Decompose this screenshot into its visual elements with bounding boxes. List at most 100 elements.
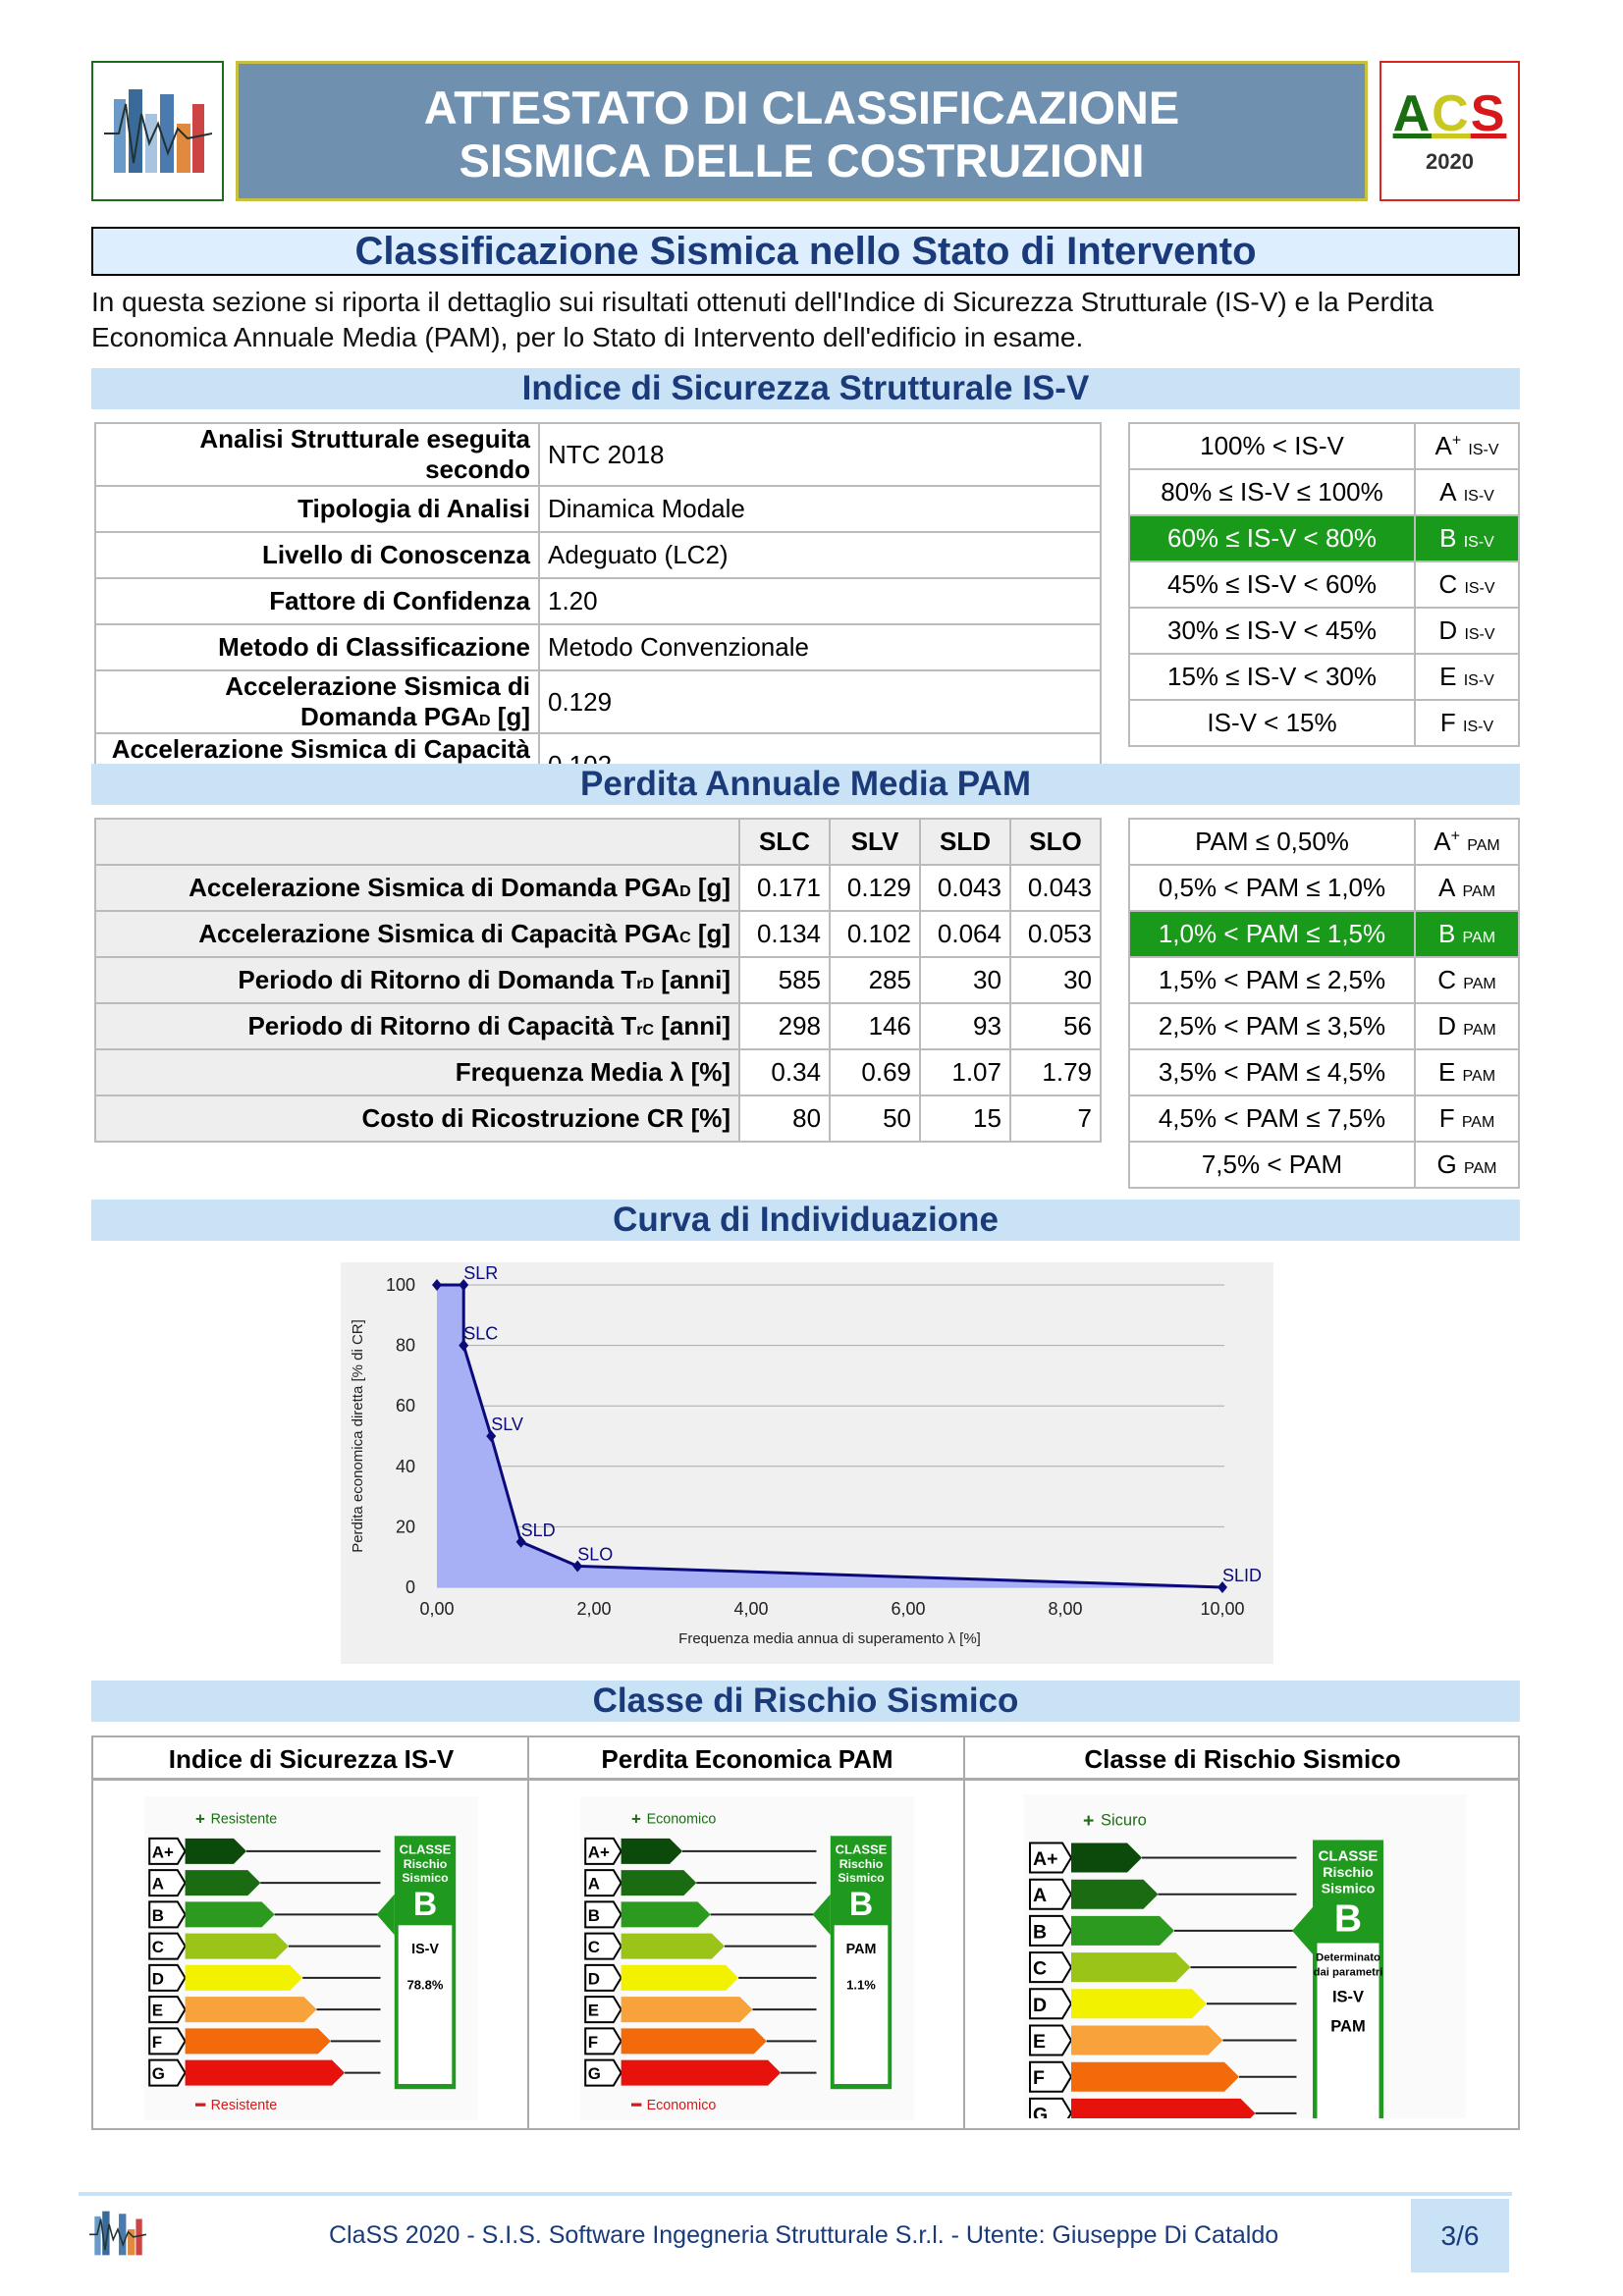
pam-cell: 0.102 <box>829 910 921 958</box>
data-point <box>459 1279 469 1291</box>
grade-bar <box>1071 1989 1207 2019</box>
x-tick-label: 4,00 <box>733 1599 768 1619</box>
plus-icon: + <box>631 1810 641 1829</box>
class-row: 7,5% < PAM G PAM <box>1128 1141 1520 1189</box>
risk-col-pam: Perdita Economica PAM <box>601 1744 893 1774</box>
grade-letter: G <box>1033 2104 1048 2118</box>
class-box-caption: CLASSE <box>836 1842 888 1857</box>
pam-details-table: SLC SLV SLD SLO Accelerazione Sismica di Dom… <box>93 818 1103 1143</box>
class-range: 30% ≤ IS-V < 45% <box>1128 607 1416 655</box>
grade-tag <box>584 1996 622 2024</box>
y-tick-label: 40 <box>396 1457 415 1476</box>
software-logo <box>91 61 224 201</box>
grade-letter: B <box>152 1906 164 1925</box>
isv-row-label: Livello di Conoscenza <box>94 531 540 579</box>
risk-heading: Classe di Rischio Sismico <box>91 1681 1520 1722</box>
pam-row-label: Frequenza Media λ [%] <box>93 1048 741 1096</box>
pam-cell: 0.043 <box>1008 864 1103 912</box>
class-range: 80% ≤ IS-V ≤ 100% <box>1128 468 1416 516</box>
class-grade: G PAM <box>1414 1141 1520 1189</box>
pam-cell: 298 <box>738 1002 832 1050</box>
grade-letter: A+ <box>588 1842 610 1861</box>
risk-energy-label: + SicuroA+ABCDEFGCLASSERischioSismicoBDet… <box>1024 1794 1466 2118</box>
pam-cell: 30 <box>919 956 1011 1004</box>
class-row: 4,5% < PAM ≤ 7,5% F PAM <box>1128 1095 1520 1143</box>
grade-tag <box>148 2058 187 2087</box>
class-box-caption: CLASSE <box>1319 1848 1379 1865</box>
grade-letter: G <box>152 2064 165 2083</box>
class-range: 1,5% < PAM ≤ 2,5% <box>1128 956 1416 1004</box>
grade-letter: A+ <box>152 1842 174 1861</box>
minus-icon <box>631 2103 642 2107</box>
section-title: Classificazione Sismica nello Stato di I… <box>91 227 1520 276</box>
grade-bar <box>185 1997 317 2023</box>
x-tick-label: 0,00 <box>419 1599 454 1619</box>
pam-row: Periodo di Ritorno di Domanda TrD [anni]… <box>93 956 1103 1004</box>
grade-bar <box>185 2028 331 2055</box>
class-grade: D IS-V <box>1414 607 1520 655</box>
class-row: 3,5% < PAM ≤ 4,5% E PAM <box>1128 1048 1520 1096</box>
grade-letter: D <box>152 1969 164 1988</box>
grade-letter: B <box>588 1906 600 1925</box>
acs-letter: C <box>1432 85 1471 142</box>
grade-tag <box>1029 1951 1073 1984</box>
class-grade: F PAM <box>1414 1095 1520 1143</box>
isv-row: Analisi Strutturale eseguita secondo NTC … <box>94 422 1102 487</box>
grade-bar <box>1071 1915 1174 1946</box>
acs-year: 2020 <box>1426 149 1474 174</box>
grade-bar <box>1071 2025 1223 2056</box>
grade-tag <box>584 1837 622 1865</box>
data-point <box>486 1430 497 1442</box>
grade-letter: A <box>152 1875 164 1894</box>
acs-letter: S <box>1470 85 1507 142</box>
grade-tag <box>1029 1878 1073 1910</box>
x-tick-label: 6,00 <box>891 1599 925 1619</box>
isv-row-label: Fattore di Confidenza <box>94 577 540 625</box>
isv-row-value: Metodo Convenzionale <box>538 623 1102 671</box>
class-range: 2,5% < PAM ≤ 3,5% <box>1128 1002 1416 1050</box>
curve-heading: Curva di Individuazione <box>91 1200 1520 1241</box>
pam-cell: 146 <box>829 1002 921 1050</box>
class-box-caption: Rischio <box>404 1857 448 1871</box>
grade-letter: A <box>1033 1885 1047 1906</box>
pam-cell: 0.129 <box>829 864 921 912</box>
isv-heading: Indice di Sicurezza Strutturale IS-V <box>91 368 1520 409</box>
class-grade: B PAM <box>1414 910 1520 958</box>
grade-bar <box>1071 2098 1256 2118</box>
grade-tag <box>584 2058 622 2087</box>
class-range: 7,5% < PAM <box>1128 1141 1416 1189</box>
grade-bar <box>621 2059 782 2086</box>
class-note: Determinato <box>1316 1952 1380 1964</box>
class-row: 1,5% < PAM ≤ 2,5% C PAM <box>1128 956 1520 1004</box>
pam-cell: 7 <box>1008 1095 1103 1143</box>
intro-paragraph: In questa sezione si riporta il dettagli… <box>91 287 1434 352</box>
class-grade: C PAM <box>1414 956 1520 1004</box>
class-value-box <box>834 1925 889 2085</box>
document-title: ATTESTATO DI CLASSIFICAZIONE SISMICA DEL… <box>236 61 1368 201</box>
seismograph-logo-icon <box>89 2211 147 2256</box>
top-caption: Sicuro <box>1101 1812 1147 1830</box>
page-number: 3/6 <box>1411 2199 1509 2272</box>
data-point <box>459 1339 469 1352</box>
class-param: IS-V <box>411 1942 439 1957</box>
footer-text: ClaSS 2020 - S.I.S. Software Ingegneria … <box>329 2221 1279 2249</box>
class-value-box <box>398 1925 453 2085</box>
grade-tag <box>148 1932 187 1960</box>
grade-letter: F <box>1033 2067 1045 2089</box>
isv-row: Fattore di Confidenza 1.20 <box>94 577 1102 625</box>
isv-row-value: Adeguato (LC2) <box>538 531 1102 579</box>
y-tick-label: 60 <box>396 1396 415 1415</box>
grade-tag <box>584 2027 622 2056</box>
y-tick-label: 0 <box>406 1577 415 1597</box>
grade-bar <box>1071 1879 1159 1909</box>
grade-tag <box>1029 2024 1073 2056</box>
pam-cell: 0.69 <box>829 1048 921 1096</box>
grade-tag <box>1029 2097 1073 2118</box>
top-caption: Economico <box>647 1811 717 1827</box>
grade-tag <box>584 1900 622 1929</box>
class-row: 30% ≤ IS-V < 45% D IS-V <box>1128 607 1520 655</box>
isv-row: Accelerazione Sismica di Domanda PGAD [g… <box>94 669 1102 734</box>
grade-letter: C <box>1033 1958 1047 1980</box>
pam-cell: 585 <box>738 956 832 1004</box>
class-row: PAM ≤ 0,50% A+ PAM <box>1128 818 1520 866</box>
